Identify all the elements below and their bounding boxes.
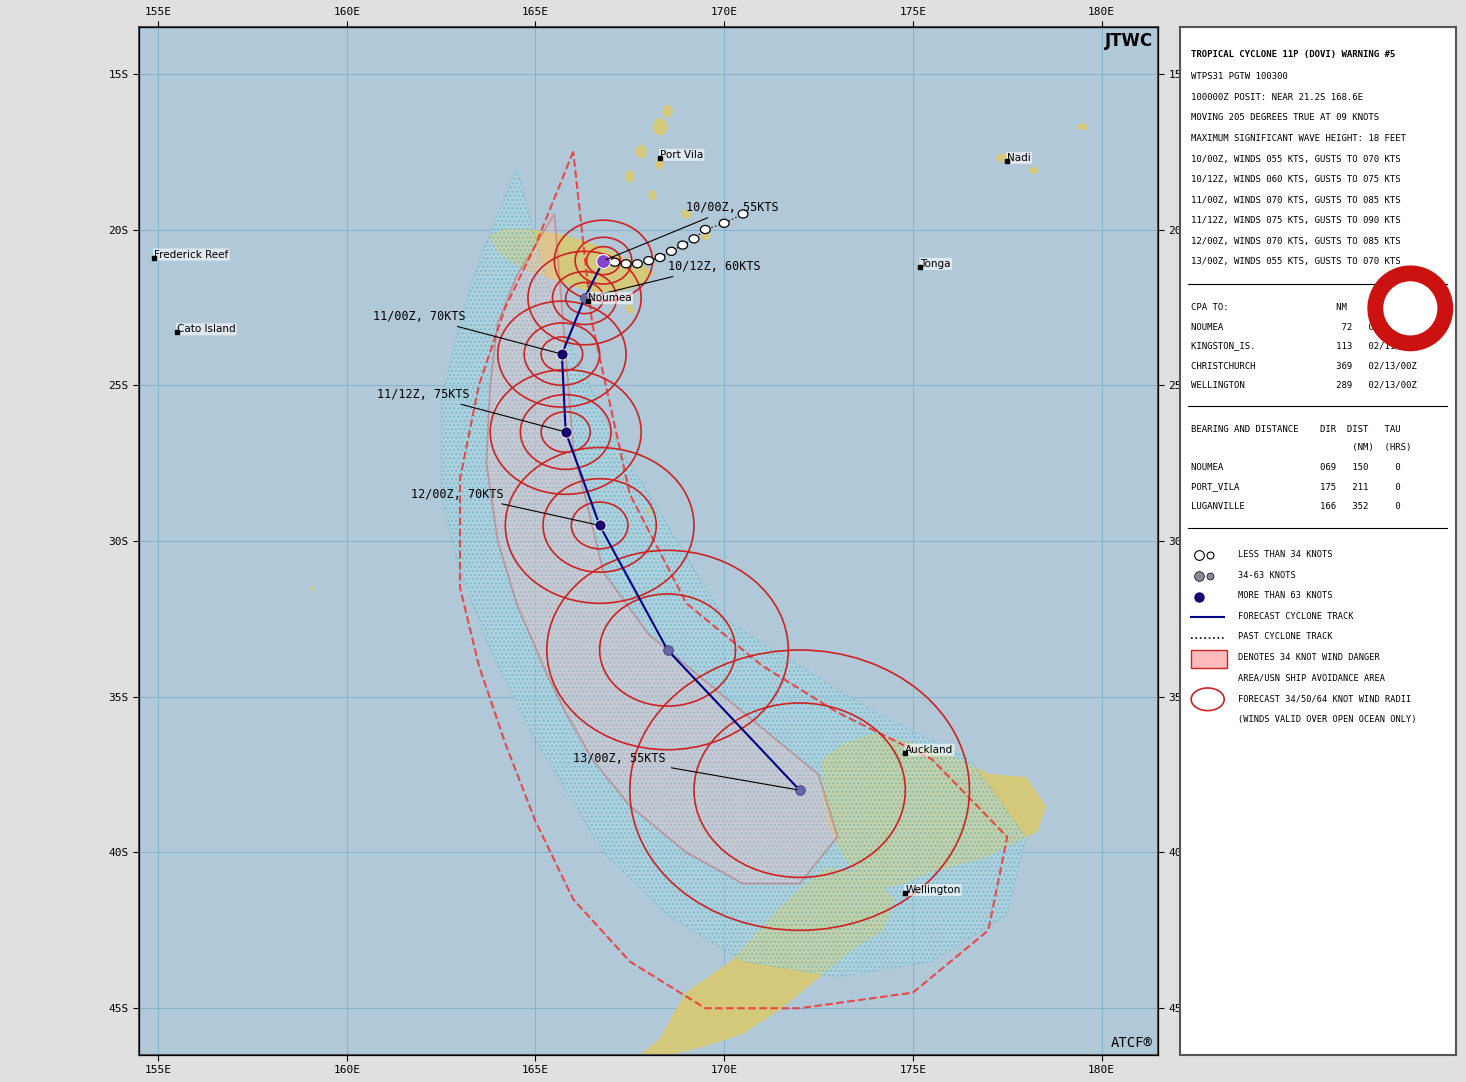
Circle shape [689, 235, 699, 242]
Text: 13/00Z, 55KTS: 13/00Z, 55KTS [573, 752, 798, 790]
Polygon shape [641, 868, 894, 1055]
Text: MAXIMUM SIGNIFICANT WAVE HEIGHT: 18 FEET: MAXIMUM SIGNIFICANT WAVE HEIGHT: 18 FEET [1192, 134, 1406, 143]
Text: FORECAST CYCLONE TRACK: FORECAST CYCLONE TRACK [1237, 612, 1353, 621]
Polygon shape [626, 304, 633, 314]
Text: 13/00Z, WINDS 055 KTS, GUSTS TO 070 KTS: 13/00Z, WINDS 055 KTS, GUSTS TO 070 KTS [1192, 258, 1401, 266]
Text: (NM)  (HRS): (NM) (HRS) [1192, 444, 1412, 452]
Text: PORT_VILA               175   211     0: PORT_VILA 175 211 0 [1192, 483, 1401, 491]
Polygon shape [997, 154, 1010, 161]
Text: 10/00Z, WINDS 055 KTS, GUSTS TO 070 KTS: 10/00Z, WINDS 055 KTS, GUSTS TO 070 KTS [1192, 155, 1401, 163]
Text: Noumea: Noumea [588, 293, 632, 303]
Text: Frederick Reef: Frederick Reef [154, 250, 229, 260]
Polygon shape [657, 159, 664, 169]
Text: WTPS31 PGTW 100300: WTPS31 PGTW 100300 [1192, 72, 1289, 81]
Polygon shape [702, 232, 710, 239]
Text: CPA TO:                    NM      DTG: CPA TO: NM DTG [1192, 303, 1396, 312]
Text: Wellington: Wellington [906, 885, 960, 895]
Text: 11/00Z, WINDS 070 KTS, GUSTS TO 085 KTS: 11/00Z, WINDS 070 KTS, GUSTS TO 085 KTS [1192, 196, 1401, 204]
Text: AREA/USN SHIP AVOIDANCE AREA: AREA/USN SHIP AVOIDANCE AREA [1237, 674, 1385, 683]
Circle shape [644, 256, 654, 265]
Text: MORE THAN 63 KNOTS: MORE THAN 63 KNOTS [1237, 592, 1333, 601]
Text: BEARING AND DISTANCE    DIR  DIST   TAU: BEARING AND DISTANCE DIR DIST TAU [1192, 425, 1401, 434]
Circle shape [1406, 304, 1415, 313]
Text: NOUMEA                  069   150     0: NOUMEA 069 150 0 [1192, 463, 1401, 472]
Circle shape [701, 225, 710, 234]
Text: PAST CYCLONE TRACK: PAST CYCLONE TRACK [1237, 633, 1333, 642]
Polygon shape [682, 210, 690, 219]
Text: DENOTES 34 KNOT WIND DANGER: DENOTES 34 KNOT WIND DANGER [1237, 654, 1380, 662]
Text: (WINDS VALID OVER OPEN OCEAN ONLY): (WINDS VALID OVER OPEN OCEAN ONLY) [1237, 715, 1416, 724]
Text: 100000Z POSIT: NEAR 21.2S 168.6E: 100000Z POSIT: NEAR 21.2S 168.6E [1192, 93, 1363, 102]
Circle shape [739, 210, 748, 217]
Text: ATCF®: ATCF® [1111, 1035, 1154, 1050]
Polygon shape [626, 171, 633, 182]
Polygon shape [822, 734, 1045, 889]
Text: LESS THAN 34 KNOTS: LESS THAN 34 KNOTS [1237, 551, 1333, 559]
Polygon shape [487, 214, 837, 884]
Text: MOVING 205 DEGREES TRUE AT 09 KNOTS: MOVING 205 DEGREES TRUE AT 09 KNOTS [1192, 114, 1380, 122]
Text: Cato Island: Cato Island [177, 325, 236, 334]
Polygon shape [1078, 124, 1088, 130]
Text: CHRISTCHURCH               369   02/13/00Z: CHRISTCHURCH 369 02/13/00Z [1192, 361, 1418, 370]
Text: 12/00Z, 70KTS: 12/00Z, 70KTS [410, 488, 597, 525]
Polygon shape [1031, 168, 1038, 173]
Text: 11/12Z, 75KTS: 11/12Z, 75KTS [377, 387, 563, 432]
Circle shape [632, 260, 642, 268]
Circle shape [622, 260, 630, 268]
Text: 12/00Z, WINDS 070 KTS, GUSTS TO 085 KTS: 12/00Z, WINDS 070 KTS, GUSTS TO 085 KTS [1192, 237, 1401, 246]
Text: Port Vila: Port Vila [660, 150, 704, 160]
Text: FORECAST 34/50/64 KNOT WIND RADII: FORECAST 34/50/64 KNOT WIND RADII [1237, 695, 1412, 703]
Text: Nadi: Nadi [1007, 153, 1031, 163]
Circle shape [720, 220, 729, 227]
Polygon shape [663, 106, 671, 117]
Polygon shape [654, 119, 667, 134]
Text: 10/12Z, WINDS 060 KTS, GUSTS TO 075 KTS: 10/12Z, WINDS 060 KTS, GUSTS TO 075 KTS [1192, 175, 1401, 184]
Text: LUGANVILLE              166   352     0: LUGANVILLE 166 352 0 [1192, 502, 1401, 511]
Polygon shape [490, 229, 652, 292]
FancyBboxPatch shape [1192, 650, 1227, 669]
Circle shape [655, 253, 666, 262]
Polygon shape [311, 586, 314, 591]
Circle shape [598, 256, 608, 265]
Text: TROPICAL CYCLONE 11P (DOVI) WARNING #5: TROPICAL CYCLONE 11P (DOVI) WARNING #5 [1192, 50, 1396, 58]
Circle shape [1384, 282, 1437, 334]
Text: 11/00Z, 70KTS: 11/00Z, 70KTS [374, 309, 559, 354]
Circle shape [667, 248, 676, 255]
Circle shape [677, 241, 688, 249]
Polygon shape [636, 145, 647, 158]
Text: Tonga: Tonga [921, 259, 951, 269]
Circle shape [610, 259, 620, 266]
Circle shape [1368, 266, 1453, 351]
Polygon shape [645, 506, 652, 516]
Text: JTWC: JTWC [1105, 32, 1154, 50]
Text: 34-63 KNOTS: 34-63 KNOTS [1237, 571, 1296, 580]
Text: WELLINGTON                 289   02/13/00Z: WELLINGTON 289 02/13/00Z [1192, 381, 1418, 390]
Text: 10/00Z, 55KTS: 10/00Z, 55KTS [605, 201, 778, 260]
Text: KINGSTON_IS.               113   02/11/18Z: KINGSTON_IS. 113 02/11/18Z [1192, 342, 1418, 351]
Polygon shape [649, 190, 655, 199]
Polygon shape [441, 168, 1026, 977]
Polygon shape [65, 448, 139, 1055]
Text: Auckland: Auckland [906, 744, 953, 755]
Text: 11/12Z, WINDS 075 KTS, GUSTS TO 090 KTS: 11/12Z, WINDS 075 KTS, GUSTS TO 090 KTS [1192, 216, 1401, 225]
Text: NOUMEA                      72   02/10/13Z: NOUMEA 72 02/10/13Z [1192, 322, 1418, 331]
Text: 10/12Z, 60KTS: 10/12Z, 60KTS [588, 260, 761, 298]
